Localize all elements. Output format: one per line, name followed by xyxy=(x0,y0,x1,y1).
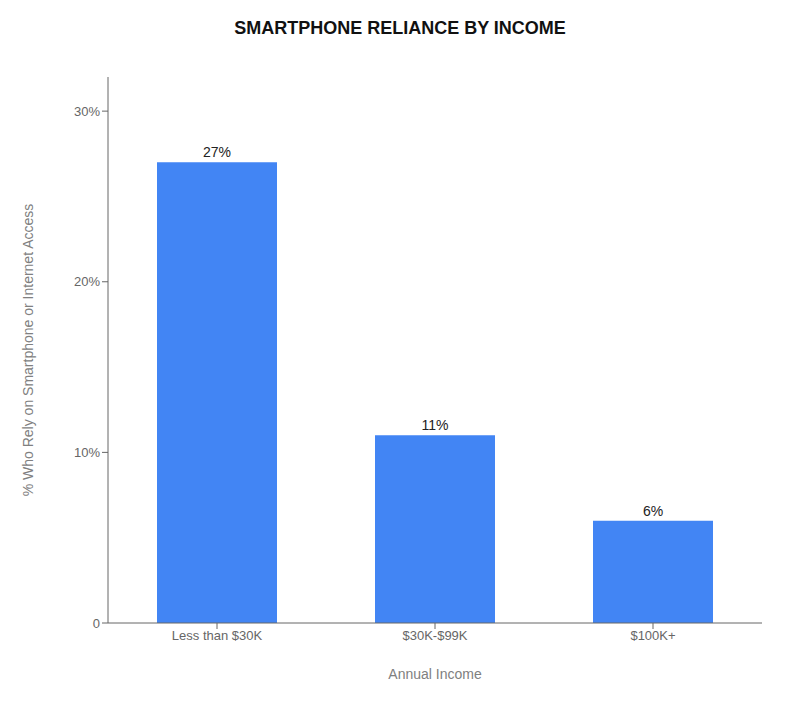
svg-text:27%: 27% xyxy=(203,144,231,160)
svg-text:Less than $30K: Less than $30K xyxy=(172,628,263,643)
svg-text:Annual Income: Annual Income xyxy=(388,666,482,682)
svg-text:10%: 10% xyxy=(74,445,100,460)
svg-text:0: 0 xyxy=(93,616,100,631)
html-text:SMARTPHONE RELIANCE BY INCOME: SMARTPHONE RELIANCE BY INCOME xyxy=(234,18,566,38)
svg-text:20%: 20% xyxy=(74,274,100,289)
svg-text:$30K-$99K: $30K-$99K xyxy=(402,628,467,643)
svg-text:11%: 11% xyxy=(422,417,449,433)
svg-text:30%: 30% xyxy=(74,104,100,119)
svg-text:6%: 6% xyxy=(643,503,663,519)
svg-text:% Who Rely on Smartphone or In: % Who Rely on Smartphone or Internet Acc… xyxy=(20,204,36,497)
svg-text:$100K+: $100K+ xyxy=(630,628,675,643)
